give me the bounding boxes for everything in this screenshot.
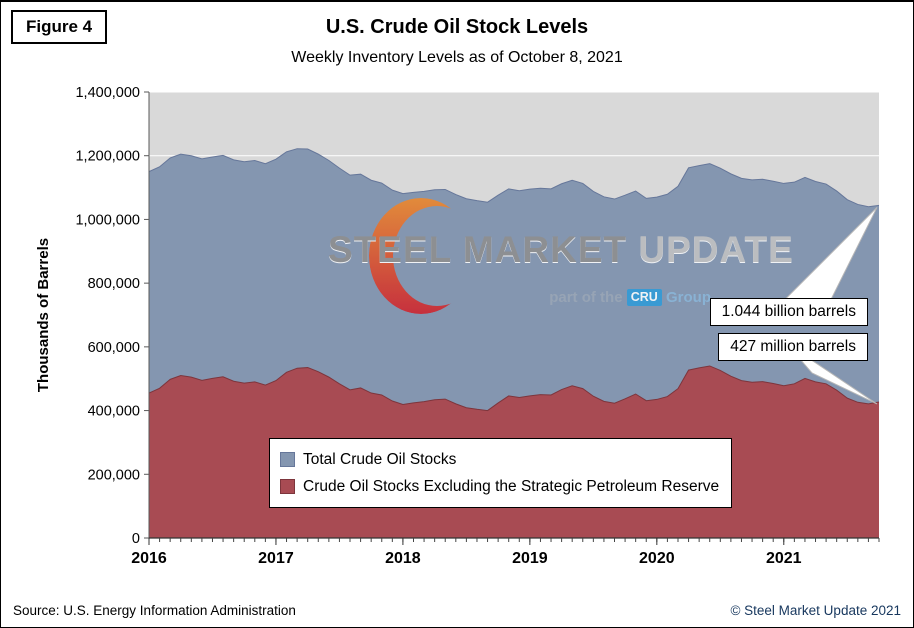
y-axis-title: Thousands of Barrels xyxy=(35,237,52,393)
svg-text:2021: 2021 xyxy=(766,550,802,567)
svg-text:2020: 2020 xyxy=(639,550,675,567)
annotation-total-barrels: 1.044 billion barrels xyxy=(709,298,868,326)
svg-text:1,200,000: 1,200,000 xyxy=(75,149,140,165)
footer: Source: U.S. Energy Information Administ… xyxy=(13,603,901,618)
legend-swatch-total xyxy=(280,452,295,467)
legend-label-total: Total Crude Oil Stocks xyxy=(303,450,457,468)
svg-text:2016: 2016 xyxy=(131,550,167,567)
svg-text:800,000: 800,000 xyxy=(88,276,140,292)
svg-text:1,400,000: 1,400,000 xyxy=(75,85,140,101)
legend-item-commercial: Crude Oil Stocks Excluding the Strategic… xyxy=(280,473,719,500)
chart-title: U.S. Crude Oil Stock Levels xyxy=(325,16,589,38)
figure-label: Figure 4 xyxy=(11,10,108,44)
chart-legend: Total Crude Oil Stocks Crude Oil Stocks … xyxy=(269,438,733,508)
legend-item-total: Total Crude Oil Stocks xyxy=(280,446,719,473)
svg-text:2017: 2017 xyxy=(258,550,294,567)
legend-swatch-commercial xyxy=(280,479,295,494)
chart-subtitle: Weekly Inventory Levels as of October 8,… xyxy=(291,49,623,66)
svg-text:400,000: 400,000 xyxy=(88,404,140,420)
legend-label-commercial: Crude Oil Stocks Excluding the Strategic… xyxy=(303,477,720,495)
svg-text:0: 0 xyxy=(132,531,140,547)
svg-text:2019: 2019 xyxy=(512,550,548,567)
source-note: Source: U.S. Energy Information Administ… xyxy=(13,603,296,618)
svg-text:200,000: 200,000 xyxy=(88,467,140,483)
svg-text:2018: 2018 xyxy=(385,550,421,567)
svg-text:1,000,000: 1,000,000 xyxy=(75,212,140,228)
annotation-commercial-barrels: 427 million barrels xyxy=(718,333,868,361)
copyright-note: © Steel Market Update 2021 xyxy=(730,603,901,618)
svg-text:600,000: 600,000 xyxy=(88,340,140,356)
